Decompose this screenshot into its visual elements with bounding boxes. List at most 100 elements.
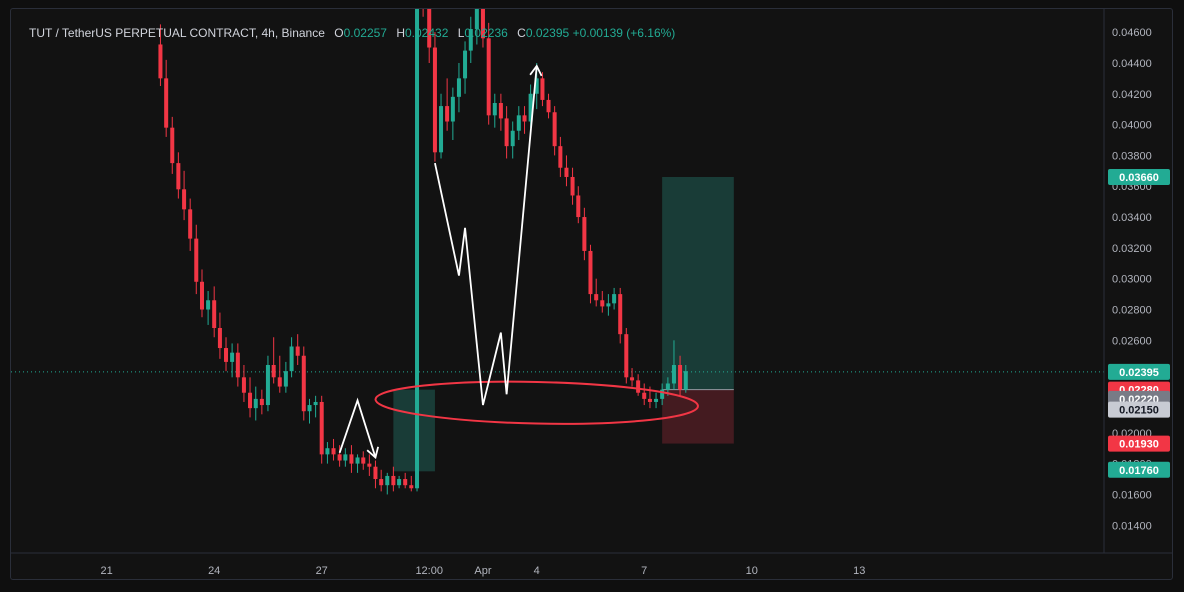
candle — [528, 84, 533, 128]
candle-body — [647, 398, 652, 402]
candle-body — [606, 303, 611, 307]
candle — [540, 72, 545, 107]
candle-body — [367, 463, 372, 467]
candle-body — [301, 355, 306, 412]
arrow-small-head — [366, 446, 379, 460]
candle-body — [355, 457, 360, 464]
candle-body — [158, 44, 163, 79]
candle-body — [660, 389, 665, 399]
candle — [301, 346, 306, 421]
price-tag-bg — [1108, 461, 1170, 478]
candle — [654, 392, 659, 409]
candle-body — [642, 392, 647, 399]
candle-body — [224, 348, 229, 362]
candle — [379, 469, 384, 492]
candle — [588, 244, 593, 304]
target-zone — [662, 176, 734, 390]
candle-body — [636, 380, 641, 393]
candle — [582, 207, 587, 261]
candle — [624, 328, 629, 384]
candle — [606, 294, 611, 316]
price-tag-bg — [1108, 168, 1170, 185]
candle-body — [468, 29, 473, 51]
candle-body — [612, 294, 617, 304]
interval: 4h — [261, 26, 275, 40]
candle-body — [361, 457, 366, 464]
candle — [427, 9, 432, 63]
candle — [265, 355, 270, 412]
candle — [199, 269, 205, 318]
x-tick-label: 10 — [746, 565, 758, 577]
candle — [325, 442, 330, 464]
y-tick-label: 0.02800 — [1112, 305, 1152, 317]
candle — [422, 9, 424, 17]
candle — [259, 389, 264, 415]
candle — [564, 155, 569, 187]
y-tick-label: 0.03000 — [1112, 274, 1152, 286]
candle-body — [164, 78, 169, 128]
candle-body — [319, 401, 324, 455]
high-label: H — [396, 26, 405, 40]
candle — [194, 224, 199, 295]
candle — [570, 167, 575, 205]
candle — [546, 93, 551, 119]
candle-body — [331, 448, 336, 455]
candle-body — [253, 398, 258, 409]
price-tag: 0.01930 — [1108, 435, 1170, 452]
y-tick-label: 0.04200 — [1112, 89, 1152, 101]
y-tick-label: 0.04400 — [1112, 58, 1152, 70]
candle-body — [182, 189, 187, 210]
candle — [618, 287, 623, 344]
candle — [224, 337, 229, 372]
candle-body — [486, 38, 491, 116]
candle — [510, 121, 515, 159]
candle-body — [427, 9, 432, 48]
candle — [217, 312, 222, 359]
price-tag: 0.03660 — [1108, 168, 1170, 185]
candle-body — [570, 176, 575, 196]
candle-body — [528, 93, 533, 122]
candle-body — [188, 209, 193, 239]
candle — [212, 286, 217, 338]
candle — [277, 355, 282, 393]
candle — [391, 466, 396, 492]
candle — [480, 9, 485, 48]
price-tag-bg — [1108, 363, 1170, 380]
price-tag: 0.01760 — [1108, 461, 1170, 478]
candle-body — [343, 454, 348, 461]
candle-body — [480, 9, 485, 39]
candle — [176, 152, 181, 199]
price-tag-bg — [1108, 435, 1170, 452]
candle-body — [546, 99, 551, 113]
candle-body — [373, 466, 378, 480]
y-tick-label: 0.03200 — [1112, 243, 1152, 255]
candle-body — [409, 485, 414, 489]
candle-body — [540, 78, 545, 100]
candle — [576, 186, 581, 224]
price-tag-label: 0.01930 — [1119, 439, 1159, 451]
zigzag-arrow-head — [529, 64, 543, 77]
candle — [367, 454, 372, 476]
candle-body — [235, 352, 240, 378]
candle — [468, 16, 473, 63]
candle — [373, 460, 378, 489]
arrow-small — [338, 397, 377, 458]
candle — [337, 445, 342, 467]
candle — [271, 337, 276, 384]
y-tick-label: 0.01400 — [1112, 520, 1152, 532]
candle-body — [558, 146, 563, 168]
candlestick-chart[interactable]: 0.04600 0.04400 0.04200 0.04000 0.03800 0.036… — [11, 9, 1173, 580]
candle-body — [403, 479, 408, 486]
candle — [552, 106, 557, 156]
candle — [319, 395, 324, 464]
candle — [349, 445, 354, 473]
y-tick-label: 0.04600 — [1112, 27, 1152, 39]
highlight-ellipse — [374, 380, 699, 425]
chart-panel[interactable]: 0.04600 0.04400 0.04200 0.04000 0.03800 0.036… — [10, 8, 1173, 580]
candle — [450, 87, 455, 140]
candle — [594, 278, 599, 307]
candle — [660, 383, 665, 406]
x-tick-label: 7 — [641, 565, 647, 577]
candle — [678, 355, 683, 396]
candle — [313, 395, 318, 418]
